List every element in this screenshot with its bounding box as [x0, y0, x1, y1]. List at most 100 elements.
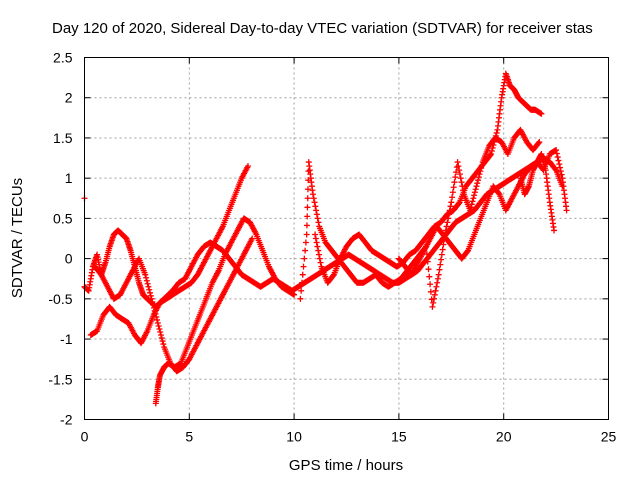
data-point — [426, 273, 433, 280]
data-point — [457, 175, 464, 182]
data-point — [304, 213, 311, 220]
data-point — [444, 219, 451, 226]
axes-layer: 0 5 10 15 20 25 -2 -1.5 -1 -0.5 0 0.5 1 1.5 2 2.5 — [48, 50, 616, 445]
data-point — [490, 141, 497, 148]
data-point — [249, 235, 256, 242]
series-track-3 — [91, 235, 256, 375]
data-point — [298, 279, 305, 286]
data-point — [475, 174, 482, 181]
data-point — [156, 326, 163, 332]
data-point — [298, 287, 305, 294]
data-point — [150, 301, 157, 308]
data-point — [315, 251, 322, 258]
data-point — [554, 154, 561, 161]
x-tick-label: 15 — [391, 429, 407, 445]
data-point — [493, 129, 500, 136]
data-point — [147, 289, 153, 296]
data-point — [440, 241, 447, 248]
data-point — [450, 184, 457, 191]
data-point — [449, 189, 456, 196]
data-point — [146, 286, 153, 293]
data-point — [455, 163, 462, 170]
data-point — [158, 332, 165, 339]
data-point — [144, 280, 151, 287]
x-axis-title: GPS time / hours — [289, 457, 403, 474]
data-point — [143, 274, 150, 281]
data-point — [474, 180, 481, 187]
data-point — [491, 138, 498, 145]
y-tick-label: -0.5 — [48, 291, 72, 307]
data-point — [436, 266, 443, 273]
y-tick-label: 0 — [65, 251, 73, 267]
data-point — [488, 148, 495, 155]
plot-frame — [84, 57, 609, 420]
series-track-5 — [297, 126, 543, 310]
data-point — [311, 199, 318, 206]
data-point — [304, 204, 311, 211]
data-point — [432, 287, 439, 294]
data-point — [314, 243, 321, 250]
data-point — [447, 203, 454, 210]
data-point — [451, 179, 458, 186]
data-point — [437, 261, 444, 268]
chart-title: Day 120 of 2020, Sidereal Day-to-day VTE… — [52, 20, 593, 37]
data-point — [458, 179, 465, 186]
data-point — [291, 291, 298, 298]
y-axis-title: SDTVAR / TECUs — [9, 178, 26, 298]
data-point — [536, 138, 543, 145]
x-tick-label: 20 — [496, 429, 512, 445]
data-point — [538, 110, 545, 117]
data-point — [315, 247, 322, 254]
data-point — [563, 207, 570, 214]
data-point — [314, 215, 321, 222]
data-point — [555, 157, 562, 164]
data-point — [475, 177, 482, 184]
series-track-8 — [517, 151, 558, 234]
data-point — [553, 147, 560, 154]
data-point — [492, 132, 499, 139]
y-tick-label: 0.5 — [53, 210, 73, 226]
data-point — [456, 167, 463, 174]
data-point — [471, 189, 478, 196]
data-point — [301, 255, 308, 262]
y-tick-label: -2 — [60, 412, 73, 428]
x-tick-label: 0 — [81, 429, 89, 445]
data-point — [330, 272, 337, 279]
data-point — [303, 231, 310, 238]
data-point — [148, 295, 155, 302]
data-point — [454, 159, 461, 166]
data-point — [150, 304, 157, 311]
data-point — [309, 191, 316, 198]
data-point — [492, 135, 499, 142]
data-point — [443, 223, 450, 230]
data-layer — [81, 70, 570, 407]
data-point — [142, 271, 149, 278]
data-point — [434, 279, 441, 286]
data-point — [556, 161, 563, 168]
data-point — [535, 139, 542, 146]
data-point — [439, 246, 446, 253]
data-point — [467, 204, 474, 211]
data-point — [448, 199, 455, 206]
data-point — [495, 190, 502, 197]
data-point — [313, 207, 320, 214]
data-point — [317, 259, 324, 266]
data-point — [151, 307, 158, 314]
data-point — [155, 322, 162, 329]
series-track-4 — [152, 215, 298, 407]
data-point — [299, 271, 306, 278]
data-point — [303, 222, 310, 229]
data-point — [143, 277, 150, 284]
data-point — [312, 203, 319, 210]
data-point — [425, 266, 432, 273]
data-point — [435, 271, 442, 278]
data-point — [471, 192, 478, 199]
data-point — [159, 338, 166, 345]
data-point — [558, 171, 565, 178]
data-point — [427, 281, 434, 288]
data-point — [313, 211, 320, 218]
data-point — [315, 219, 322, 226]
data-point — [152, 310, 159, 317]
data-point — [431, 291, 438, 298]
